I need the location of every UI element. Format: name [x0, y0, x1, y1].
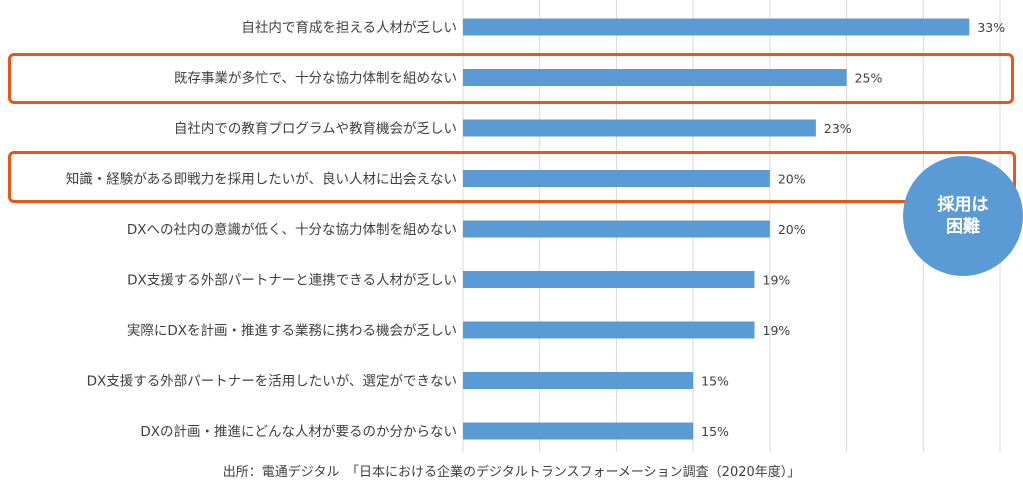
data-label: 19% [763, 273, 791, 288]
category-label: 知識・経験がある即戦力を採用したいが、良い人材に出会えない [66, 171, 457, 188]
data-label: 23% [824, 121, 852, 136]
data-label: 15% [701, 374, 729, 389]
bar [463, 321, 755, 339]
category-labels: 自社内で育成を担える人材が乏しい既存事業が多忙で、十分な協力体制を組めない自社内… [66, 20, 457, 440]
bar [463, 422, 694, 440]
bubble-text-line2: 困難 [946, 217, 980, 237]
bubble-text-line1: 採用は [937, 195, 989, 215]
bar [463, 271, 755, 288]
category-label: 自社内で育成を担える人材が乏しい [241, 20, 457, 36]
bar [463, 69, 847, 86]
highlight-box-hiring-difficulty [8, 151, 1016, 203]
bar [463, 18, 970, 36]
value-labels: 33% 25% 23% 20% 20% 19% 19% 15% 15% [701, 20, 1005, 439]
category-label: 既存事業が多忙で、十分な協力体制を組めない [174, 70, 457, 87]
bar [463, 220, 770, 238]
category-label: 実際にDXを計画・推進する業務に携わる機会が乏しい [127, 323, 457, 339]
category-label: DX支援する外部パートナーと連携できる人材が乏しい [127, 273, 457, 289]
highlight-box-busy-existing-business [8, 53, 1014, 104]
category-label: DXの計画・推進にどんな人材が要るのか分からない [140, 424, 457, 440]
bars [463, 18, 970, 440]
data-label: 20% [778, 222, 806, 237]
category-label: DXへの社内の意識が低く、十分な協力体制を組めない [127, 221, 457, 238]
category-label: 自社内での教育プログラムや教育機会が乏しい [174, 121, 457, 137]
bar-chart: 自社内で育成を担える人材が乏しい既存事業が多忙で、十分な協力体制を組めない自社内… [66, 0, 1005, 452]
bar [463, 170, 770, 187]
bar [463, 372, 694, 389]
bar [463, 119, 816, 137]
hiring-difficult-bubble: 採用は 困難 [903, 156, 1023, 276]
data-label: 15% [701, 424, 729, 439]
category-label: DX支援する外部パートナーを活用したいが、選定ができない [87, 374, 457, 390]
source-note: 出所：電通デジタル 「日本における企業のデジタルトランスフォーメーション調査（2… [222, 465, 801, 480]
data-label: 20% [778, 172, 806, 187]
data-label: 19% [763, 323, 791, 338]
data-label: 25% [855, 71, 883, 86]
data-label: 33% [977, 20, 1005, 35]
